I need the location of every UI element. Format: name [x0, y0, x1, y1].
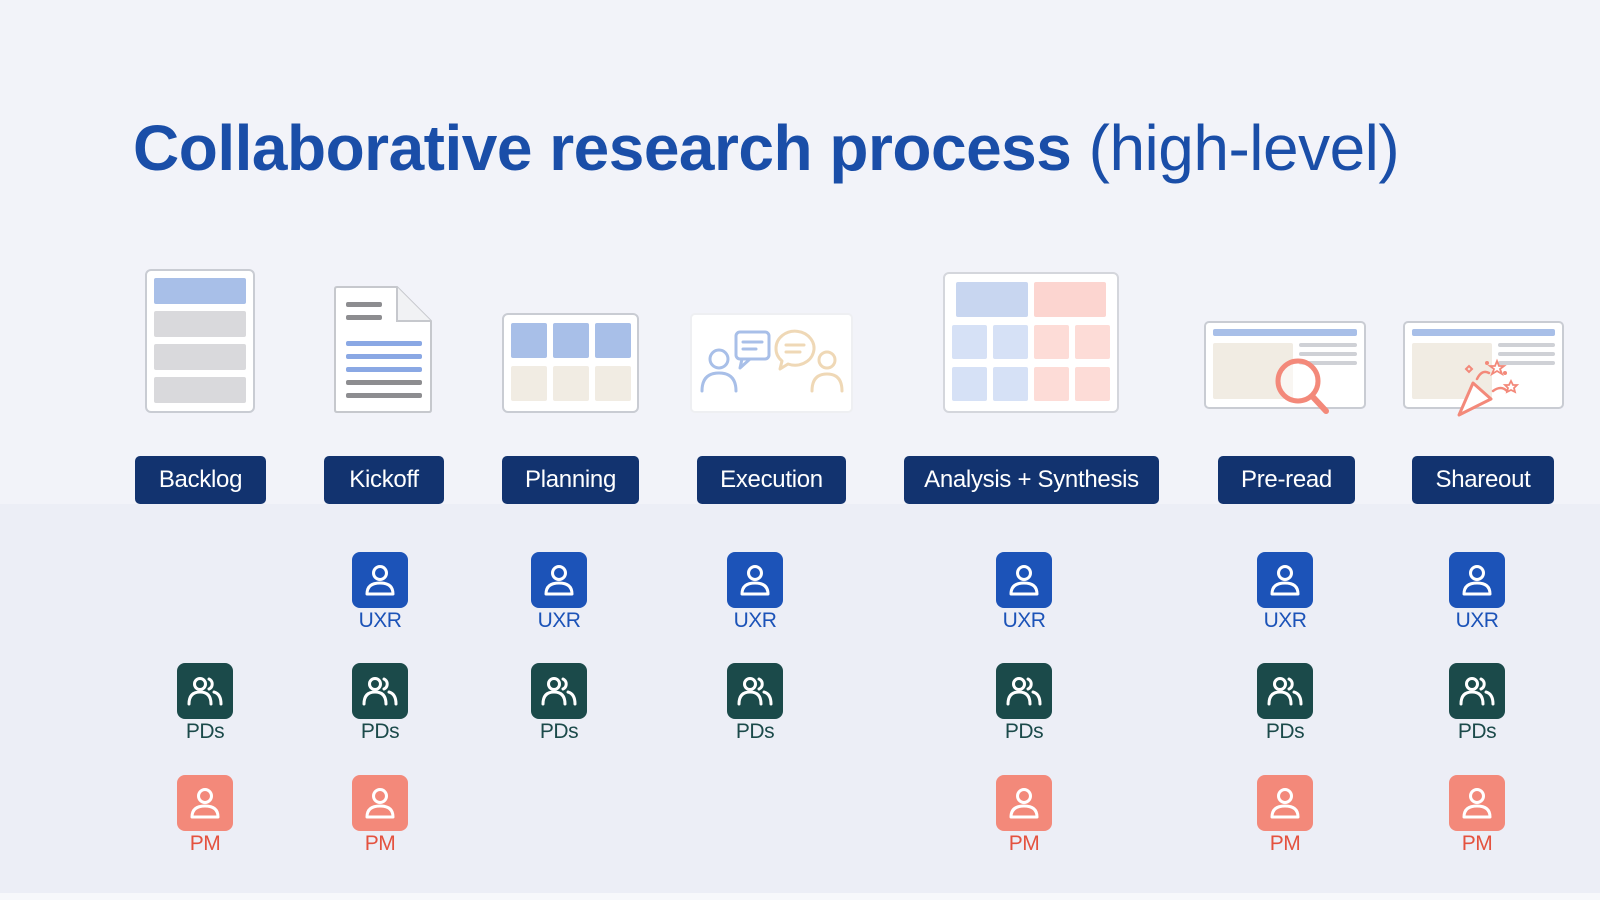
people-group-icon — [352, 663, 408, 719]
role-label: UXR — [358, 609, 402, 632]
person-icon — [1257, 552, 1313, 608]
role-pds: PDs — [1245, 663, 1325, 744]
role-label: PDs — [1457, 720, 1497, 743]
role-pds: PDs — [984, 663, 1064, 744]
role-label: PM — [189, 832, 221, 855]
list-document-icon — [145, 269, 255, 413]
role-uxr: UXR — [984, 552, 1064, 633]
role-pds: PDs — [1437, 663, 1517, 744]
role-label: PDs — [539, 720, 579, 743]
people-group-icon — [1449, 663, 1505, 719]
people-group-icon — [1257, 663, 1313, 719]
stage-execution: Execution — [697, 456, 846, 504]
role-pm: PM — [1437, 775, 1517, 856]
role-label: PDs — [185, 720, 225, 743]
stage-backlog: Backlog — [135, 456, 266, 504]
roles-band — [0, 504, 1600, 900]
stage-shareout: Shareout — [1412, 456, 1554, 504]
role-uxr: UXR — [519, 552, 599, 633]
people-group-icon — [996, 663, 1052, 719]
role-label: PM — [364, 832, 396, 855]
role-label: PM — [1461, 832, 1493, 855]
stage-pre-read: Pre-read — [1218, 456, 1355, 504]
affinity-grid-icon — [943, 272, 1119, 413]
person-icon — [352, 552, 408, 608]
person-icon — [177, 775, 233, 831]
person-icon — [996, 552, 1052, 608]
role-label: UXR — [1002, 609, 1046, 632]
person-icon — [1449, 552, 1505, 608]
role-pds: PDs — [715, 663, 795, 744]
people-group-icon — [177, 663, 233, 719]
bottom-strip — [0, 893, 1600, 900]
magnifier-report-icon — [1204, 321, 1366, 417]
people-group-icon — [531, 663, 587, 719]
person-icon — [531, 552, 587, 608]
role-uxr: UXR — [1437, 552, 1517, 633]
role-label: PM — [1008, 832, 1040, 855]
role-pm: PM — [1245, 775, 1325, 856]
role-label: UXR — [733, 609, 777, 632]
role-label: UXR — [1455, 609, 1499, 632]
document-page-icon — [334, 286, 432, 413]
role-pm: PM — [165, 775, 245, 856]
role-label: UXR — [1263, 609, 1307, 632]
role-pm: PM — [984, 775, 1064, 856]
celebration-report-icon — [1403, 321, 1564, 421]
role-pds: PDs — [340, 663, 420, 744]
role-label: PDs — [1004, 720, 1044, 743]
stage-analysis-synthesis: Analysis + Synthesis — [904, 456, 1159, 504]
stage-planning: Planning — [502, 456, 639, 504]
people-group-icon — [727, 663, 783, 719]
role-label: UXR — [537, 609, 581, 632]
stage-kickoff: Kickoff — [324, 456, 444, 504]
role-pds: PDs — [165, 663, 245, 744]
role-pds: PDs — [519, 663, 599, 744]
role-pm: PM — [340, 775, 420, 856]
role-uxr: UXR — [340, 552, 420, 633]
person-icon — [727, 552, 783, 608]
person-icon — [996, 775, 1052, 831]
person-icon — [352, 775, 408, 831]
conversation-icon — [690, 313, 853, 413]
role-label: PDs — [1265, 720, 1305, 743]
role-label: PM — [1269, 832, 1301, 855]
title-qualifier: (high-level) — [1088, 112, 1400, 184]
role-label: PDs — [735, 720, 775, 743]
role-uxr: UXR — [1245, 552, 1325, 633]
title-main: Collaborative research process — [133, 112, 1072, 184]
role-uxr: UXR — [715, 552, 795, 633]
person-icon — [1449, 775, 1505, 831]
page-title: Collaborative research process (high-lev… — [133, 108, 1400, 188]
role-label: PDs — [360, 720, 400, 743]
person-icon — [1257, 775, 1313, 831]
planning-board-icon — [502, 313, 639, 413]
